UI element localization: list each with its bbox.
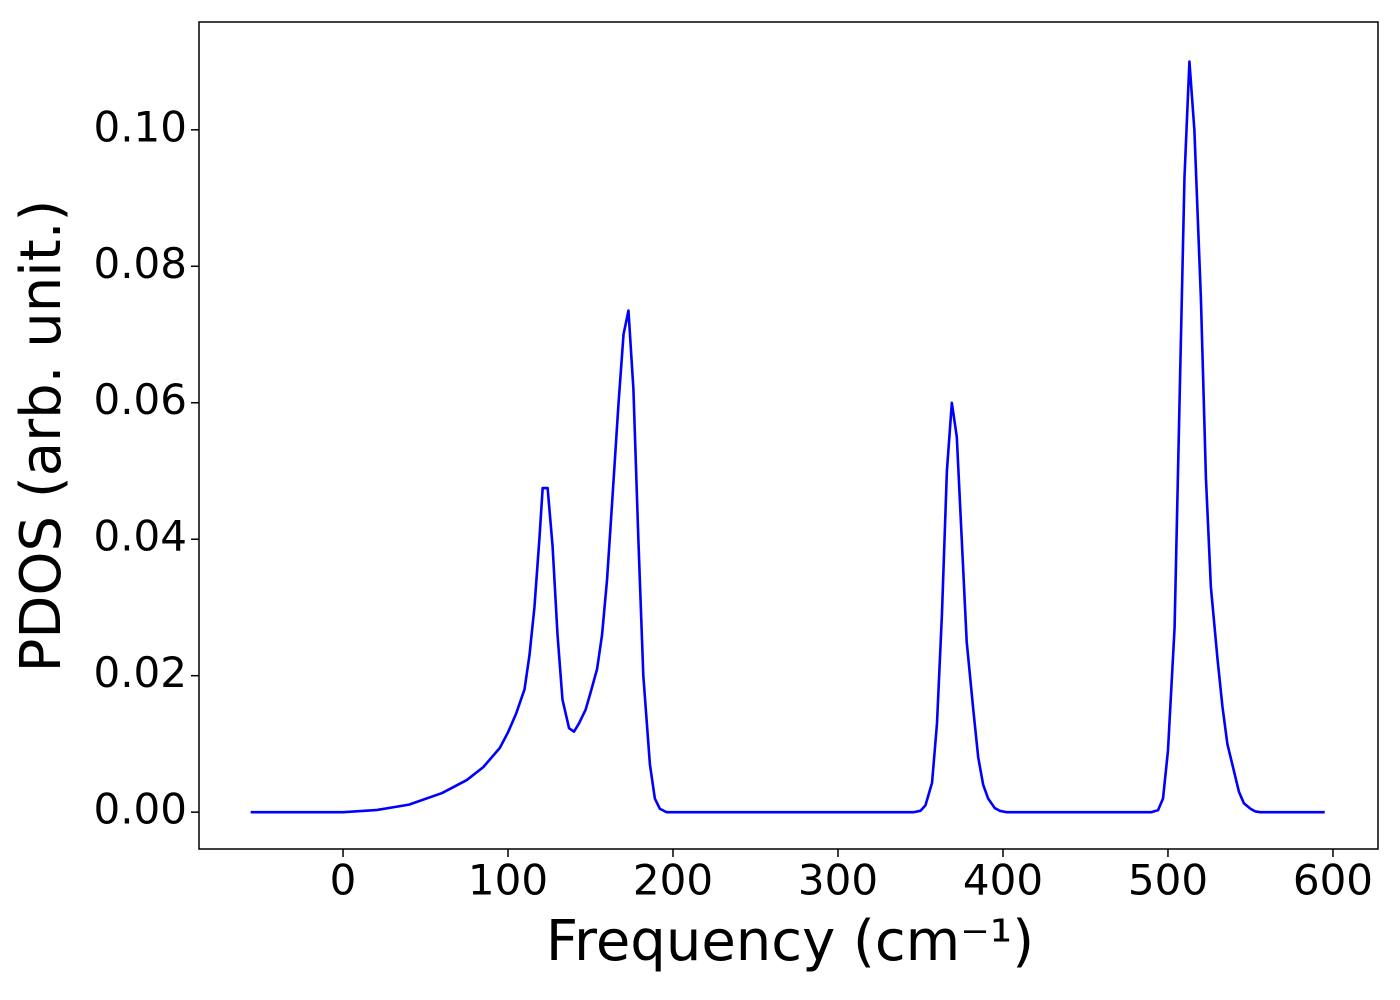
y-tick-label: 0.10: [93, 102, 187, 151]
x-tick-label: 500: [1128, 856, 1208, 905]
data-line: [250, 60, 1325, 814]
x-axis-label: Frequency (cm⁻¹): [546, 909, 1034, 974]
x-tick-label: 300: [798, 856, 878, 905]
y-tick-label: 0.04: [93, 512, 187, 561]
plot-frame: [198, 21, 1379, 850]
x-tick-label: 600: [1293, 856, 1373, 905]
y-tick-label: 0.06: [93, 375, 187, 424]
x-tick-label: 400: [963, 856, 1043, 905]
x-tick-label: 0: [330, 856, 357, 905]
y-tick-label: 0.08: [93, 239, 187, 288]
y-tick-label: 0.00: [93, 785, 187, 834]
x-tick-label: 100: [468, 856, 548, 905]
x-tick-label: 200: [633, 856, 713, 905]
y-axis-label: PDOS (arb. unit.): [9, 200, 74, 673]
y-tick-label: 0.02: [93, 648, 187, 697]
